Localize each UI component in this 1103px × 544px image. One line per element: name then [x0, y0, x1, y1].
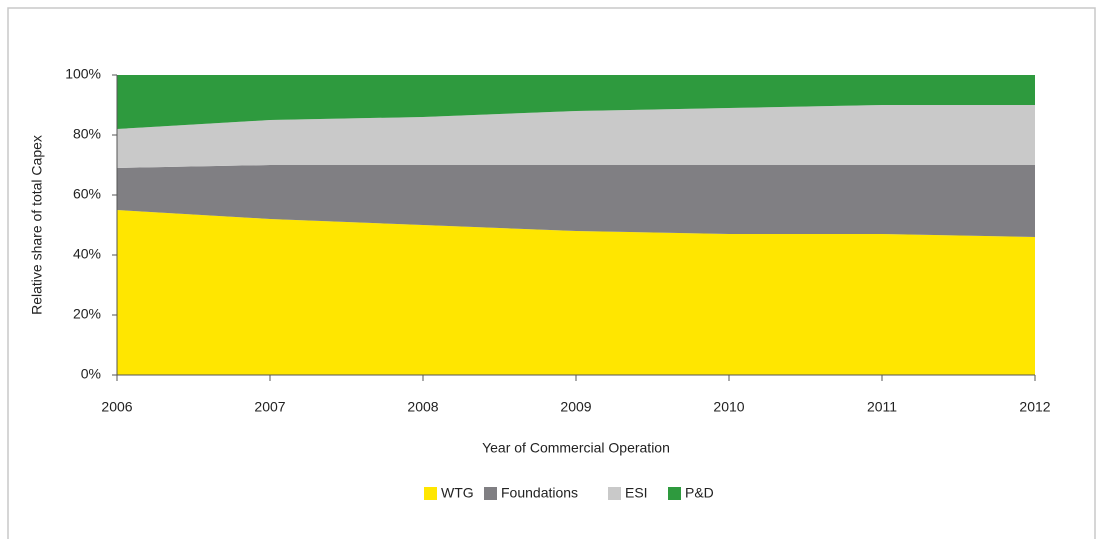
y-tick-label: 60% [73, 186, 101, 202]
legend-label: WTG [441, 485, 474, 501]
legend-swatch [608, 487, 621, 500]
y-tick-label: 100% [65, 66, 101, 82]
area [117, 75, 1035, 129]
legend-label: P&D [685, 485, 714, 501]
y-tick-label: 20% [73, 306, 101, 322]
x-tick-label: 2008 [407, 399, 438, 415]
x-tick-label: 2011 [867, 399, 897, 415]
area [117, 210, 1035, 375]
legend-swatch [668, 487, 681, 500]
y-tick-label: 40% [73, 246, 101, 262]
y-tick-label: 0% [81, 366, 101, 382]
legend-label: Foundations [501, 485, 578, 501]
x-tick-label: 2007 [254, 399, 285, 415]
x-tick-label: 2010 [713, 399, 744, 415]
legend-swatch [484, 487, 497, 500]
legend-swatch [424, 487, 437, 500]
area [117, 165, 1035, 237]
area [117, 105, 1035, 168]
frame [7, 7, 1096, 544]
y-tick-label: 80% [73, 126, 101, 142]
x-tick-label: 2009 [560, 399, 591, 415]
x-tick-label: 2012 [1019, 399, 1050, 415]
x-tick-label: 2006 [101, 399, 132, 415]
y-axis-label: Relative share of total Capex [29, 135, 45, 315]
x-axis-label: Year of Commercial Operation [482, 440, 670, 456]
legend-label: ESI [625, 485, 648, 501]
